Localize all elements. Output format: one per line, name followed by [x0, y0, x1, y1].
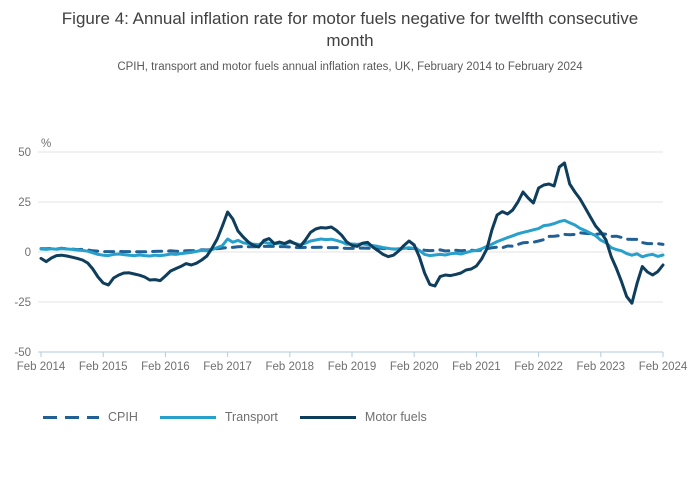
x-axis-tick-label: Feb 2016 — [141, 361, 190, 373]
y-axis-tick-label: 50 — [18, 147, 31, 159]
legend-label-cpih: CPIH — [108, 410, 138, 424]
cpih-line — [39, 231, 665, 254]
x-axis-tick-label: Feb 2017 — [203, 361, 252, 373]
x-axis-tick-label: Feb 2023 — [576, 361, 625, 373]
legend-item-motor-fuels: Motor fuels — [299, 410, 427, 424]
y-axis-unit-label: % — [41, 138, 51, 150]
legend-label-transport: Transport — [224, 410, 278, 424]
x-axis-tick-label: Feb 2022 — [514, 361, 563, 373]
transport-line — [39, 218, 665, 259]
x-axis-tick-label: Feb 2024 — [639, 361, 688, 373]
chart-header: Figure 4: Annual inflation rate for moto… — [0, 8, 700, 73]
y-axis-tick-label: 25 — [18, 197, 31, 209]
x-axis-tick-label: Feb 2019 — [328, 361, 377, 373]
x-axis-tick-label: Feb 2020 — [390, 361, 439, 373]
x-axis-tick-label: Feb 2014 — [17, 361, 66, 373]
x-axis-tick-label: Feb 2021 — [452, 361, 501, 373]
legend-item-cpih: CPIH — [43, 410, 138, 424]
motor-fuels-line — [39, 161, 665, 305]
chart-subtitle: CPIH, transport and motor fuels annual i… — [117, 61, 583, 73]
chart-title: Figure 4: Annual inflation rate for moto… — [61, 9, 639, 50]
legend-label-motor-fuels: Motor fuels — [364, 410, 427, 424]
y-axis-tick-label: -25 — [14, 297, 31, 309]
x-axis-tick-label: Feb 2015 — [79, 361, 128, 373]
y-axis-tick-label: 0 — [25, 247, 31, 259]
chart-legend: CPIH Transport Motor fuels — [43, 408, 427, 426]
transport-line-swatch — [159, 415, 216, 419]
legend-item-transport: Transport — [159, 410, 278, 424]
x-axis-tick-label: Feb 2018 — [265, 361, 314, 373]
motor-fuels-line-swatch — [299, 415, 356, 419]
y-axis-tick-label: -50 — [14, 347, 31, 359]
cpih-dashed-line-swatch — [43, 415, 99, 419]
